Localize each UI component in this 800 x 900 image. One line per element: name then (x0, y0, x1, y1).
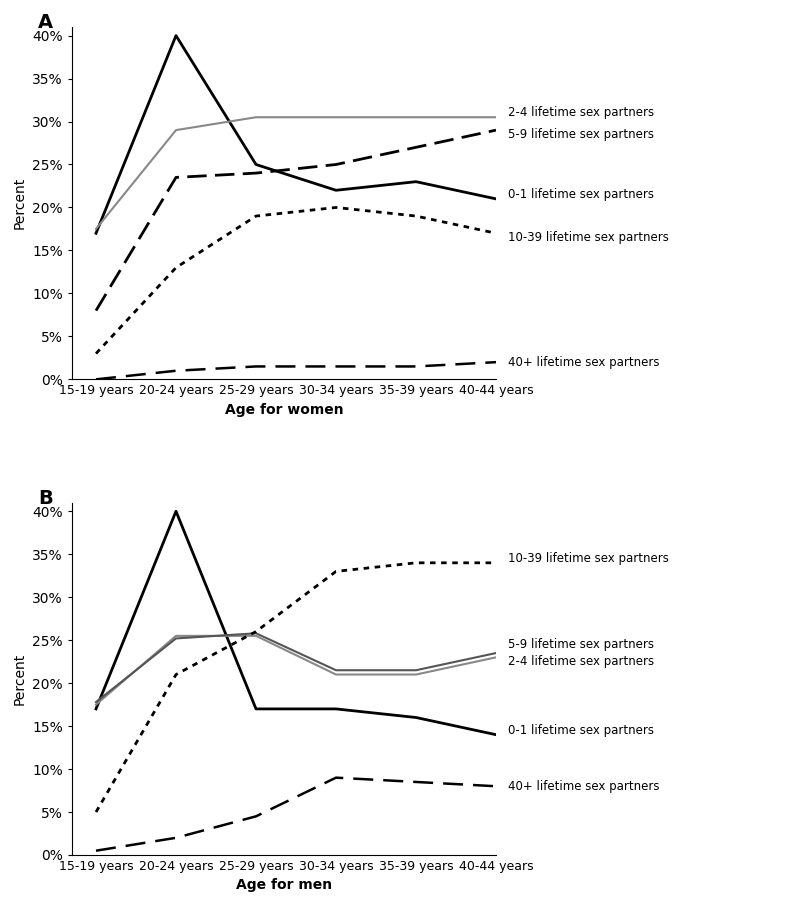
Text: 5-9 lifetime sex partners: 5-9 lifetime sex partners (508, 128, 654, 141)
Text: 2-4 lifetime sex partners: 2-4 lifetime sex partners (508, 106, 654, 120)
Text: 10-39 lifetime sex partners: 10-39 lifetime sex partners (508, 231, 669, 244)
Text: 0-1 lifetime sex partners: 0-1 lifetime sex partners (508, 724, 654, 737)
X-axis label: Age for women: Age for women (225, 403, 343, 417)
Text: A: A (38, 13, 54, 32)
X-axis label: Age for men: Age for men (236, 878, 332, 893)
Text: 2-4 lifetime sex partners: 2-4 lifetime sex partners (508, 655, 654, 668)
Text: 10-39 lifetime sex partners: 10-39 lifetime sex partners (508, 552, 669, 565)
Text: 40+ lifetime sex partners: 40+ lifetime sex partners (508, 356, 659, 369)
Text: 5-9 lifetime sex partners: 5-9 lifetime sex partners (508, 638, 654, 651)
Text: 40+ lifetime sex partners: 40+ lifetime sex partners (508, 779, 659, 793)
Text: 0-1 lifetime sex partners: 0-1 lifetime sex partners (508, 188, 654, 201)
Text: B: B (38, 489, 53, 508)
Y-axis label: Percent: Percent (13, 652, 26, 705)
Y-axis label: Percent: Percent (13, 177, 26, 230)
